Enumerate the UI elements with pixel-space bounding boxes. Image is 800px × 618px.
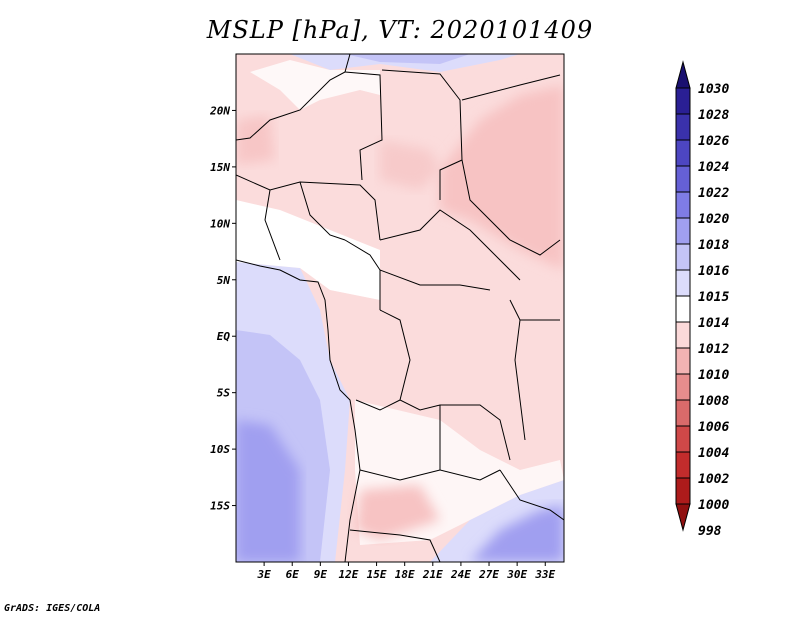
colorbar-label: 1006 [698,420,729,435]
colorbar-segment [675,243,691,271]
x-tick-label: 21E [422,568,443,581]
x-tick-label: 9E [314,568,328,581]
colorbar-segment [675,347,691,375]
colorbar-label: 1022 [698,186,729,201]
colorbar-label: 1020 [698,212,729,227]
mslp-shading [236,54,564,562]
y-tick-label: 10S [210,443,230,456]
colorbar-segment [675,87,691,115]
colorbar-label: 998 [698,524,722,539]
colorbar-segment [675,113,691,141]
footer-credit: GrADS: IGES/COLA [4,603,101,614]
y-tick-label: 15N [210,161,230,174]
colorbar-top-arrow [675,60,691,89]
colorbar: 1030 1028 1026 1024 1022 1020 1018 1016 1015 1014… [675,60,729,539]
colorbar-label: 1024 [698,160,729,175]
colorbar-label: 1000 [698,498,729,513]
colorbar-segment [675,477,691,505]
y-tick-label: 5S [217,387,231,400]
colorbar-segment [675,321,691,349]
colorbar-label: 1030 [698,82,729,97]
x-tick-label: 30E [506,568,527,581]
colorbar-label: 1002 [698,472,729,487]
colorbar-label: 1004 [698,446,729,461]
colorbar-label: 1008 [698,394,729,409]
colorbar-bottom-arrow [675,503,691,532]
colorbar-label: 1010 [698,368,729,383]
colorbar-segment [675,451,691,479]
x-tick-label: 27E [478,568,499,581]
y-tick-label: 15S [210,500,230,513]
x-tick-label: 33E [534,568,555,581]
colorbar-label: 1012 [698,342,729,357]
axis-ticks: 3E 6E 9E 12E 15E 18E 21E 24E 27E 30E 33E 20N 15N 10N 5… [209,104,555,581]
colorbar-segment [675,165,691,193]
x-tick-label: 24E [450,568,471,581]
colorbar-segment [675,191,691,219]
y-tick-label: 5N [217,274,231,287]
colorbar-segment [675,425,691,453]
x-tick-label: 18E [395,568,415,581]
colorbar-segment [675,139,691,167]
x-tick-label: 3E [256,568,271,581]
colorbar-segment [675,373,691,401]
colorbar-label: 1018 [698,238,729,253]
chart-title: MSLP [hPa], VT: 2020101409 [206,16,594,44]
y-tick-label: 10N [210,217,230,230]
colorbar-segment [675,295,691,323]
y-tick-label: 20N [209,104,230,117]
country-borders [236,54,564,562]
colorbar-label: 1014 [698,316,729,331]
colorbar-segment [675,399,691,427]
x-tick-label: 12E [339,568,359,581]
colorbar-segment [675,217,691,245]
x-tick-label: 6E [286,568,300,581]
colorbar-label: 1026 [698,134,729,149]
colorbar-label: 1028 [698,108,729,123]
colorbar-segment [675,269,691,297]
colorbar-label: 1016 [698,264,729,279]
map-frame [235,53,565,563]
y-tick-label: EQ [217,330,231,343]
x-tick-label: 15E [367,568,387,581]
colorbar-label: 1015 [698,290,729,305]
